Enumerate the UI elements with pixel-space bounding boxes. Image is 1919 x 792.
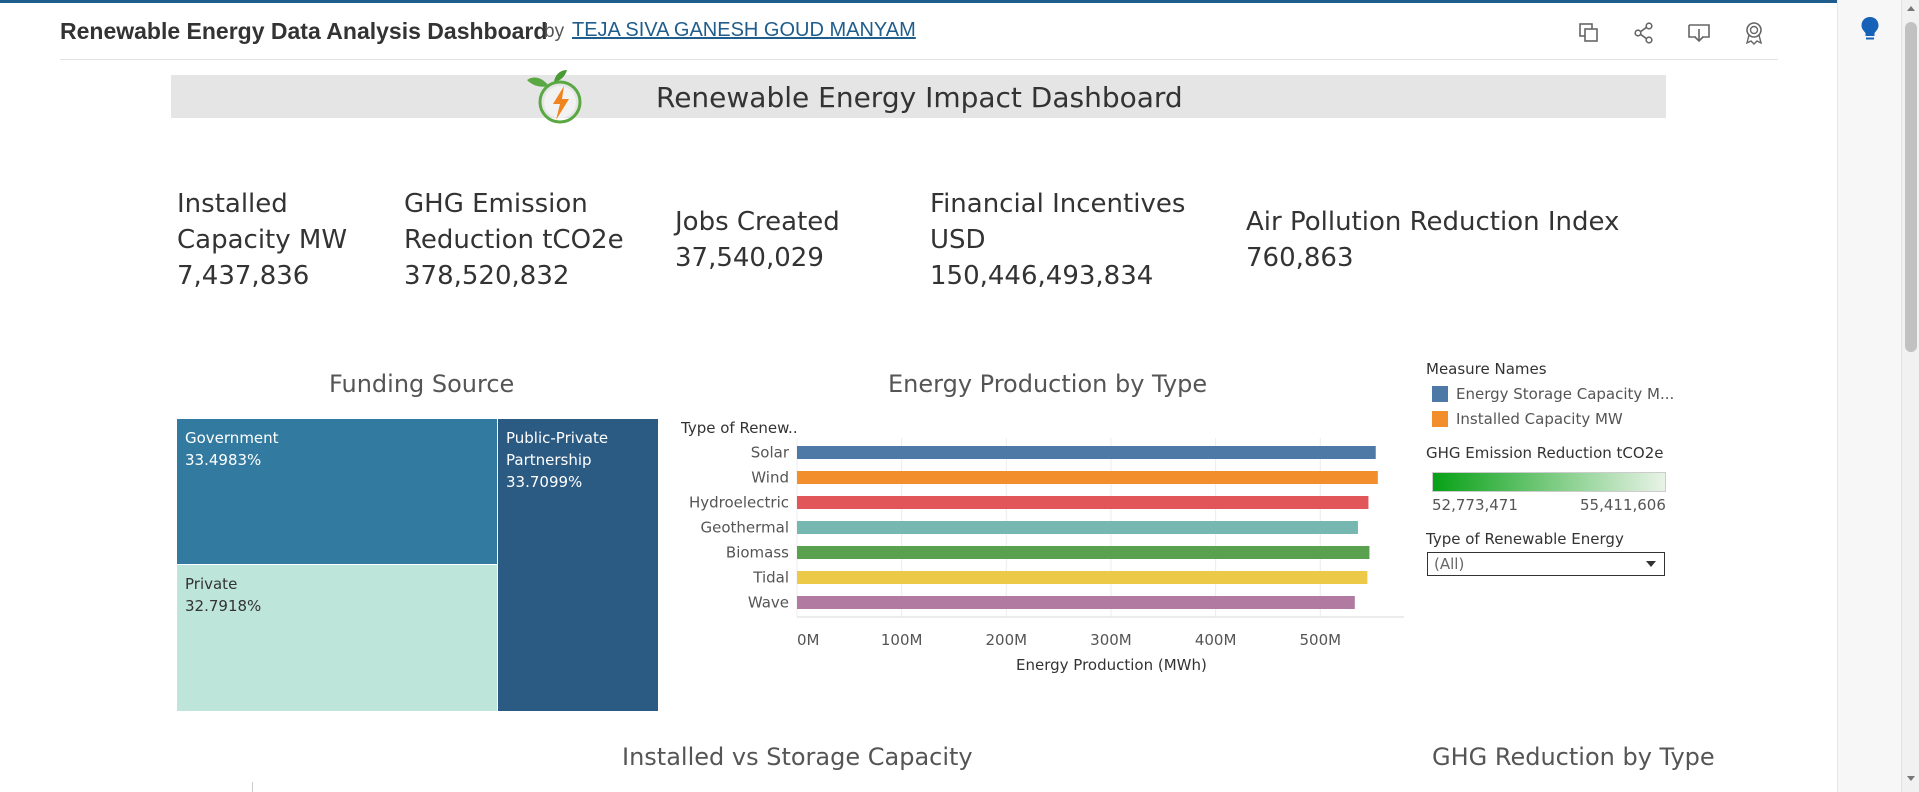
funding-treemap: Government 33.4983% Private 32.7918% Pub… bbox=[177, 419, 658, 711]
kpi-value: 7,437,836 bbox=[177, 261, 310, 291]
share-icon[interactable] bbox=[1629, 18, 1659, 48]
category-label: Hydroelectric bbox=[689, 494, 789, 512]
measure-names-heading: Measure Names bbox=[1426, 360, 1547, 378]
viz-header: Renewable Energy Data Analysis Dashboard… bbox=[60, 14, 1778, 60]
category-label: Tidal bbox=[752, 569, 789, 587]
kpi-value: 37,540,029 bbox=[675, 243, 824, 273]
scroll-up-arrow-icon[interactable] bbox=[1907, 6, 1915, 11]
legend-item-installed-capacity[interactable]: Installed Capacity MW bbox=[1432, 410, 1623, 428]
tile-label: Private bbox=[185, 575, 238, 593]
x-tick-label: 300M bbox=[1090, 631, 1132, 649]
ghg-gradient-min: 52,773,471 bbox=[1432, 496, 1518, 514]
kpi-value: 378,520,832 bbox=[404, 261, 570, 291]
top-accent-line bbox=[0, 0, 1838, 3]
energy-production-bar-chart: Solar Wind Hydroelectric Geothermal Biomass T… bbox=[689, 438, 1404, 649]
tile-label: Government bbox=[185, 429, 279, 447]
scroll-down-arrow-icon[interactable] bbox=[1907, 776, 1915, 781]
copy-icon[interactable] bbox=[1574, 18, 1604, 48]
tile-label: Public-Private bbox=[506, 429, 609, 447]
badge-icon[interactable] bbox=[1739, 18, 1769, 48]
vertical-scrollbar[interactable] bbox=[1901, 0, 1919, 792]
x-tick-label: 200M bbox=[986, 631, 1028, 649]
x-axis-title: Energy Production (MWh) bbox=[1016, 656, 1207, 674]
bar-biomass[interactable] bbox=[797, 546, 1370, 559]
scroll-thumb[interactable] bbox=[1905, 22, 1917, 352]
x-tick-label: 100M bbox=[881, 631, 923, 649]
tile-public-private-partnership[interactable]: Public-Private Partnership 33.7099% bbox=[498, 419, 658, 711]
kpi-value: 760,863 bbox=[1246, 243, 1354, 273]
ghg-gradient-max: 55,411,606 bbox=[1580, 496, 1666, 514]
tile-label: Partnership bbox=[506, 451, 592, 469]
author-link[interactable]: TEJA SIVA GANESH GOUD MANYAM bbox=[572, 19, 916, 41]
legend-label: Installed Capacity MW bbox=[1456, 410, 1623, 428]
kpi-label: Jobs Created bbox=[675, 207, 840, 237]
kpi-value: 150,446,493,834 bbox=[930, 261, 1154, 291]
ghg-color-gradient bbox=[1432, 472, 1666, 492]
ghg-legend-heading: GHG Emission Reduction tCO2e bbox=[1426, 444, 1664, 462]
legend-swatch bbox=[1432, 411, 1448, 427]
ghg-reduction-by-type-title: GHG Reduction by Type bbox=[1432, 743, 1715, 771]
bar-geothermal[interactable] bbox=[797, 521, 1358, 534]
category-label: Biomass bbox=[726, 544, 789, 562]
dashboard-title: Renewable Energy Impact Dashboard bbox=[656, 81, 1183, 114]
kpi-label: Financial Incentives bbox=[930, 189, 1186, 219]
kpi-financial-incentives: Financial Incentives USD 150,446,493,834 bbox=[930, 186, 1185, 294]
kpi-label: Reduction tCO2e bbox=[404, 225, 624, 255]
filter-value: (All) bbox=[1434, 555, 1465, 573]
tile-government[interactable]: Government 33.4983% bbox=[177, 419, 497, 564]
renewable-type-filter[interactable]: (All) bbox=[1427, 552, 1665, 576]
kpi-label: Installed bbox=[177, 189, 288, 219]
bar-wind[interactable] bbox=[797, 471, 1378, 484]
kpi-label: GHG Emission bbox=[404, 189, 588, 219]
energy-logo-icon bbox=[527, 70, 582, 124]
energy-chart-title: Energy Production by Type bbox=[888, 370, 1208, 398]
legend-item-energy-storage[interactable]: Energy Storage Capacity M... bbox=[1432, 385, 1674, 403]
legend-label: Energy Storage Capacity M... bbox=[1456, 385, 1675, 403]
y-axis-header: Type of Renew.. bbox=[681, 419, 798, 437]
chevron-down-icon[interactable] bbox=[1646, 561, 1656, 567]
category-label: Wind bbox=[751, 469, 789, 487]
kpi-installed-capacity: Installed Capacity MW 7,437,836 bbox=[177, 186, 347, 294]
right-panel bbox=[1837, 0, 1901, 792]
bar-solar[interactable] bbox=[797, 446, 1376, 459]
filter-heading: Type of Renewable Energy bbox=[1426, 530, 1624, 548]
category-label: Solar bbox=[751, 444, 790, 462]
legend-swatch bbox=[1432, 386, 1448, 402]
category-label: Wave bbox=[748, 594, 789, 612]
bar-tidal[interactable] bbox=[797, 571, 1368, 584]
kpi-label: Capacity MW bbox=[177, 225, 348, 255]
kpi-label: Air Pollution Reduction Index bbox=[1246, 207, 1620, 237]
lightbulb-icon[interactable] bbox=[1860, 16, 1880, 46]
bar-hydroelectric[interactable] bbox=[797, 496, 1369, 509]
x-tick-label: 400M bbox=[1195, 631, 1237, 649]
kpi-label: USD bbox=[930, 225, 986, 255]
download-icon[interactable] bbox=[1684, 18, 1714, 48]
kpi-air-pollution: Air Pollution Reduction Index 760,863 bbox=[1246, 204, 1619, 276]
chart-axis-stub bbox=[252, 782, 253, 792]
funding-source-title: Funding Source bbox=[329, 370, 515, 398]
kpi-ghg-reduction: GHG Emission Reduction tCO2e 378,520,832 bbox=[404, 186, 624, 294]
bar-wave[interactable] bbox=[797, 596, 1355, 609]
category-label: Geothermal bbox=[700, 519, 789, 537]
x-tick-label: 500M bbox=[1299, 631, 1341, 649]
tile-value: 33.4983% bbox=[185, 451, 262, 469]
tile-private[interactable]: Private 32.7918% bbox=[177, 565, 497, 711]
tile-value: 33.7099% bbox=[506, 473, 583, 491]
author-prefix: by bbox=[544, 21, 565, 42]
installed-vs-storage-title: Installed vs Storage Capacity bbox=[622, 743, 973, 771]
tile-value: 32.7918% bbox=[185, 597, 262, 615]
x-tick-label: 0M bbox=[797, 631, 820, 649]
page-title: Renewable Energy Data Analysis Dashboard bbox=[60, 18, 548, 44]
dashboard-banner: Renewable Energy Impact Dashboard bbox=[171, 70, 1666, 124]
kpi-jobs-created: Jobs Created 37,540,029 bbox=[675, 204, 840, 276]
